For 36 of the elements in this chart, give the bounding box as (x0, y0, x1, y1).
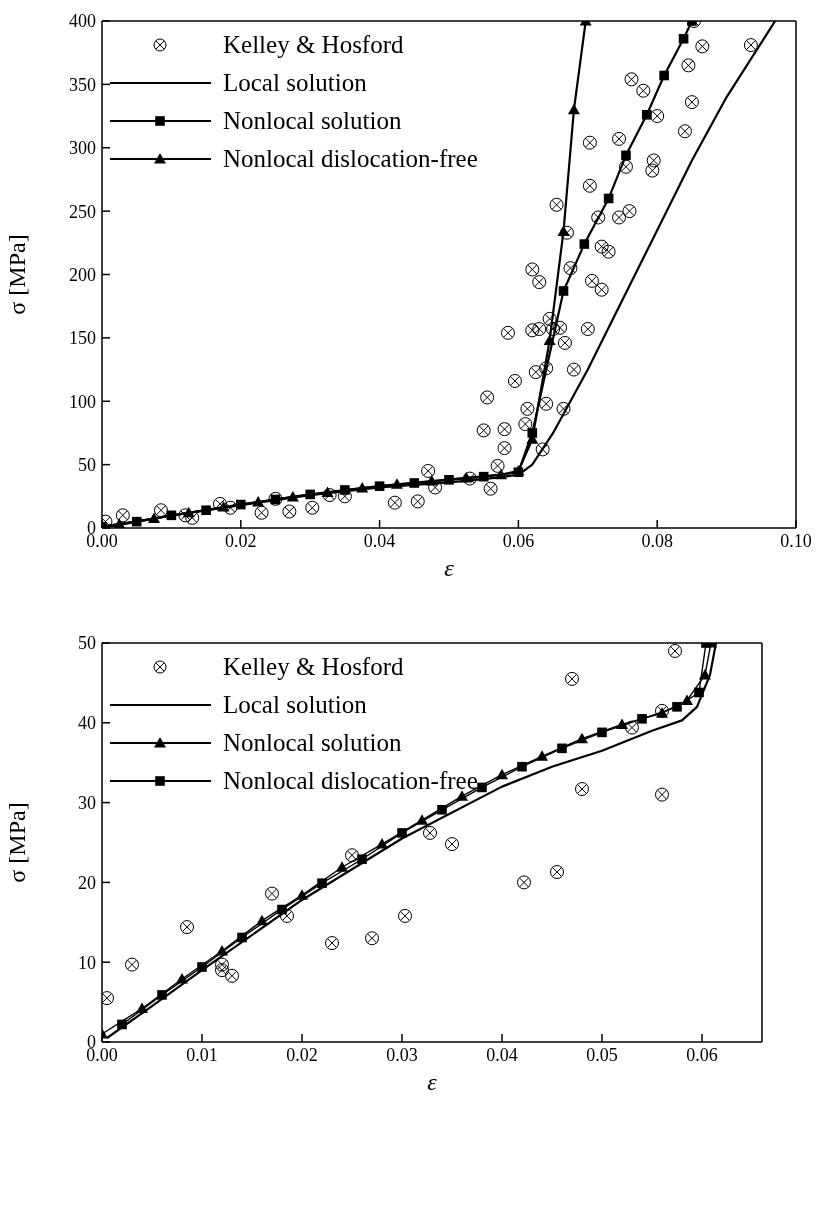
legend-label: Local solution (223, 69, 367, 97)
y-tick-label: 50 (78, 455, 96, 476)
legend-label: Kelley & Hosford (223, 31, 404, 59)
x-tick-label: 0.06 (502, 530, 535, 551)
x-tick-label: 0.02 (225, 530, 257, 551)
x-tick-label: 0.08 (641, 530, 673, 551)
y-tick-label: 100 (69, 391, 96, 412)
legend-label: Nonlocal dislocation-free (223, 145, 478, 173)
y-tick-label: 300 (69, 138, 96, 159)
x-axis-title: ε (427, 1069, 438, 1095)
y-axis-title: σ [MPa] (3, 234, 30, 315)
y-axis-title: σ [MPa] (3, 802, 30, 883)
x-tick-label: 0.02 (286, 1044, 318, 1065)
x-tick-label: 0.05 (586, 1044, 618, 1065)
y-tick-label: 400 (69, 11, 96, 32)
y-tick-label: 30 (78, 792, 96, 813)
x-tick-label: 0.04 (363, 530, 396, 551)
y-tick-label: 40 (78, 713, 96, 734)
legend-label: Nonlocal solution (223, 729, 402, 757)
x-tick-label: 0.01 (186, 1044, 218, 1065)
y-tick-label: 20 (78, 872, 96, 893)
y-tick-label: 50 (78, 633, 96, 654)
x-tick-label: 0.10 (780, 530, 812, 551)
y-tick-label: 10 (78, 952, 96, 973)
legend-label: Nonlocal dislocation-free (223, 767, 478, 795)
x-tick-label: 0.06 (686, 1044, 718, 1065)
y-tick-label: 250 (69, 201, 96, 222)
y-tick-label: 350 (69, 74, 96, 95)
y-tick-label: 150 (69, 328, 96, 349)
legend-label: Local solution (223, 691, 367, 719)
x-tick-label: 0.03 (386, 1044, 418, 1065)
x-axis-title: ε (444, 555, 455, 581)
legend-label: Kelley & Hosford (223, 653, 404, 681)
x-tick-label: 0.04 (486, 1044, 518, 1065)
legend-label: Nonlocal solution (223, 107, 402, 135)
y-tick-label: 200 (69, 264, 96, 285)
